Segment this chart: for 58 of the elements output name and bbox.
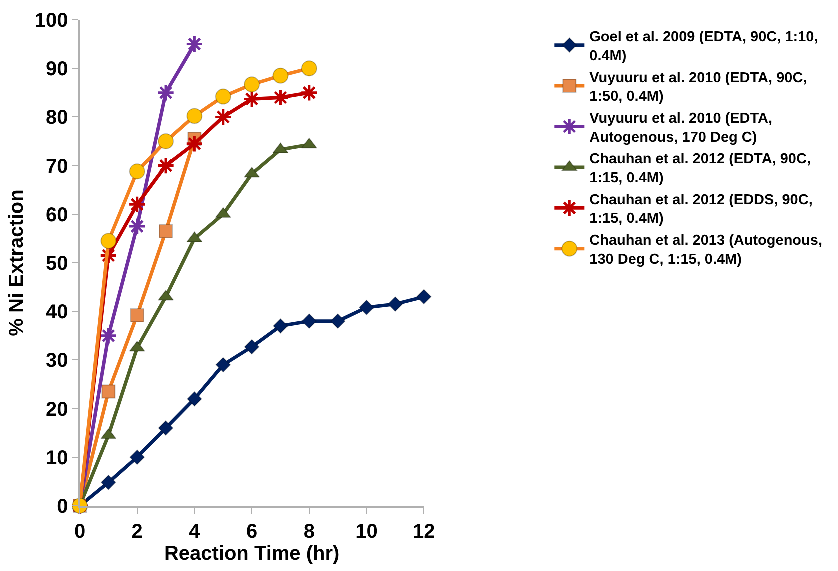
point bbox=[100, 233, 117, 250]
y-tick-label: 70 bbox=[46, 156, 68, 178]
point bbox=[272, 68, 289, 84]
legend-label: Vuyuuru et al. 2010 (EDTA, Autogenous, 170 Deg C) bbox=[590, 110, 773, 146]
point bbox=[187, 391, 202, 407]
point bbox=[416, 289, 432, 305]
point bbox=[186, 134, 204, 153]
y-tick-label: 30 bbox=[46, 350, 68, 372]
y-tick-label: 0 bbox=[57, 496, 68, 518]
y-tick-label: 60 bbox=[46, 204, 68, 226]
x-tick-label: 4 bbox=[189, 520, 202, 543]
y-tick-label: 20 bbox=[46, 398, 68, 421]
y-tick-label: 90 bbox=[46, 58, 68, 81]
point bbox=[128, 196, 146, 214]
y-tick-label: 40 bbox=[46, 302, 68, 324]
x-tick-label: 6 bbox=[246, 520, 258, 543]
point bbox=[130, 450, 145, 466]
y-tick-label: 10 bbox=[46, 447, 68, 470]
point bbox=[129, 164, 146, 180]
point bbox=[156, 156, 176, 175]
y-tick-label: 80 bbox=[46, 107, 68, 130]
legend-label: Chauhan et al. 2012 (EDTA, 90C, 1:15, 0.4M) bbox=[590, 152, 811, 187]
point bbox=[216, 357, 232, 373]
point bbox=[388, 296, 404, 312]
point bbox=[159, 224, 174, 238]
point bbox=[214, 108, 232, 126]
point bbox=[186, 108, 203, 124]
point bbox=[101, 475, 116, 490]
point bbox=[273, 318, 288, 334]
point bbox=[302, 314, 318, 329]
x-tick-label: 8 bbox=[304, 520, 315, 543]
point bbox=[301, 60, 318, 77]
legend-label: Chauhan et al. 2012 (EDDS, 90C, 1:15, 0.4M) bbox=[590, 192, 813, 228]
y-axis-title: % Ni Extraction bbox=[6, 190, 28, 336]
x-tick-label: 2 bbox=[132, 520, 143, 543]
point bbox=[300, 84, 318, 102]
legend-label: Goel et al. 2009 (EDTA, 90C, 1:10, 0.4M) bbox=[590, 30, 818, 64]
point bbox=[102, 384, 116, 399]
point bbox=[130, 308, 144, 322]
y-tick-label: 100 bbox=[34, 10, 68, 32]
point bbox=[100, 326, 118, 345]
point bbox=[330, 314, 346, 329]
point bbox=[244, 339, 260, 355]
point bbox=[215, 88, 232, 105]
point bbox=[156, 84, 176, 102]
legend-label: Vuyuuru et al. 2010 (EDTA, 90C, 1:50, 0.4M) bbox=[590, 70, 808, 106]
x-tick-label: 12 bbox=[412, 520, 436, 543]
point bbox=[186, 35, 204, 54]
point bbox=[158, 134, 174, 150]
legend-label: Chauhan et al. 2013 (Autogenous, 130 Deg C, 1:15, 0.4M) bbox=[590, 233, 822, 268]
x-tick-label: 0 bbox=[74, 520, 86, 543]
x-tick-label: 10 bbox=[356, 520, 378, 543]
point bbox=[158, 420, 174, 436]
point bbox=[244, 76, 260, 93]
point bbox=[359, 300, 374, 316]
x-axis-title: Reaction Time (hr) bbox=[164, 542, 340, 565]
y-tick-label: 50 bbox=[46, 253, 68, 275]
point bbox=[128, 218, 146, 236]
